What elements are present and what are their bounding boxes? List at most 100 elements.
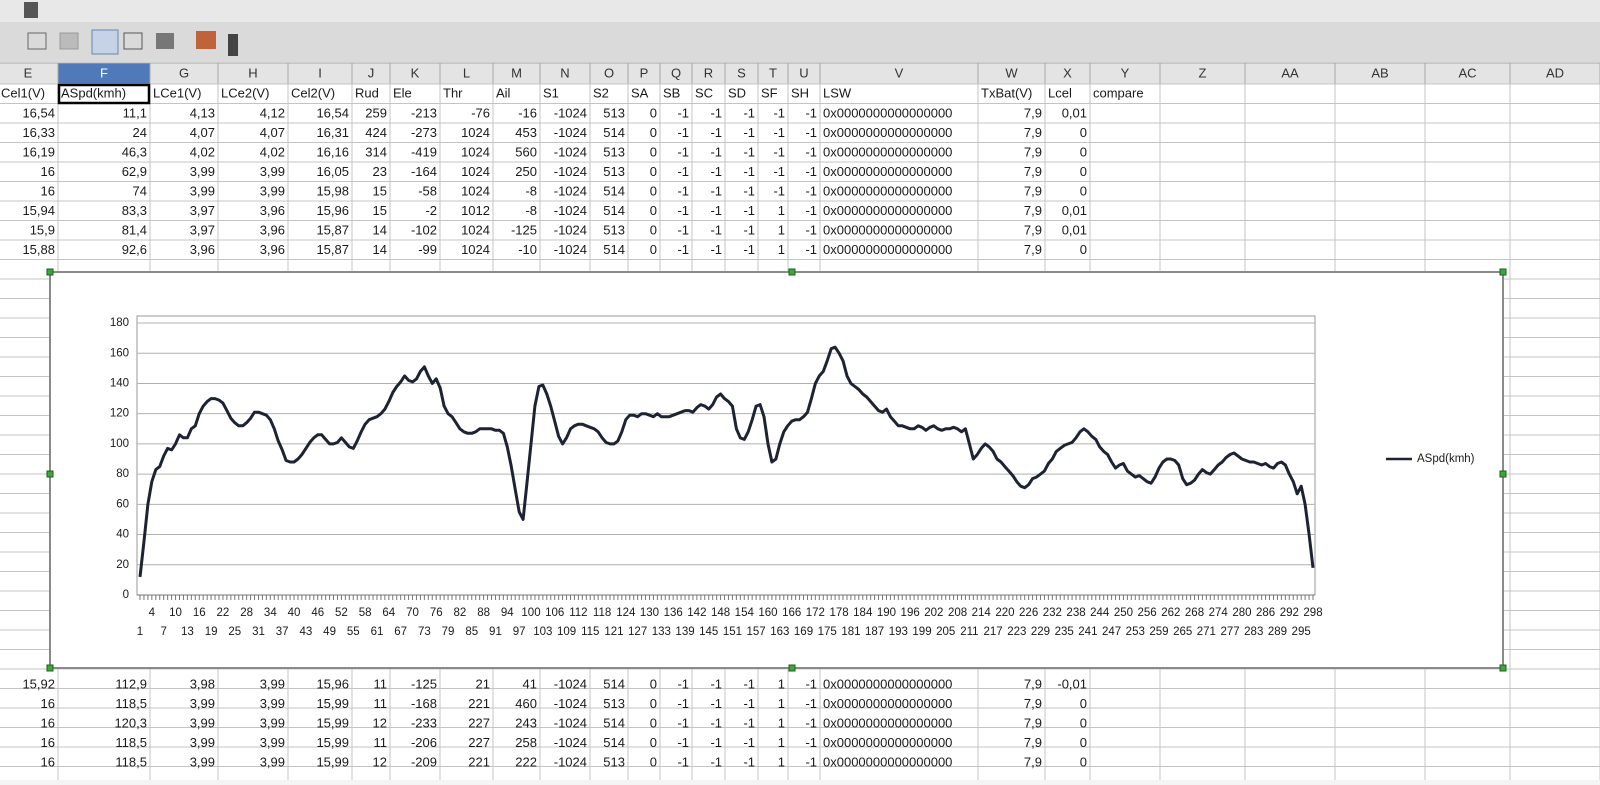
cell[interactable]: 16 <box>41 164 55 179</box>
cell[interactable]: -16 <box>518 105 537 120</box>
cell[interactable]: 0 <box>650 144 657 159</box>
cell[interactable]: -168 <box>411 696 437 711</box>
cell[interactable]: 259 <box>365 105 387 120</box>
cell[interactable]: -1 <box>805 696 817 711</box>
cell[interactable]: 513 <box>603 222 625 237</box>
resize-handle[interactable] <box>788 664 796 672</box>
cell[interactable]: 0x0000000000000000 <box>823 696 952 711</box>
cell[interactable]: 1 <box>778 696 785 711</box>
cell[interactable]: 83,3 <box>122 203 147 218</box>
cell[interactable]: 514 <box>603 242 625 257</box>
cell[interactable]: 0 <box>1080 715 1087 730</box>
cell[interactable]: 3,96 <box>260 242 285 257</box>
cell[interactable]: -1024 <box>554 183 587 198</box>
cell[interactable]: 3,99 <box>260 735 285 750</box>
cell[interactable]: 16 <box>41 183 55 198</box>
cell[interactable]: -1 <box>710 144 722 159</box>
cell[interactable]: -1 <box>805 676 817 691</box>
cell[interactable]: -102 <box>411 222 437 237</box>
cell[interactable]: 4,07 <box>260 125 285 140</box>
cell[interactable]: 513 <box>603 105 625 120</box>
cell[interactable]: 513 <box>603 754 625 769</box>
cell[interactable]: 16 <box>41 735 55 750</box>
cell[interactable]: 1 <box>778 754 785 769</box>
cell[interactable]: -1024 <box>554 242 587 257</box>
cell[interactable]: 0 <box>650 164 657 179</box>
cell[interactable]: 92,6 <box>122 242 147 257</box>
cell[interactable]: -1 <box>677 125 689 140</box>
cell[interactable]: 3,99 <box>190 164 215 179</box>
cell[interactable]: 7,9 <box>1024 222 1042 237</box>
cell[interactable]: -1 <box>743 754 755 769</box>
cell[interactable]: -1 <box>805 125 817 140</box>
cell[interactable]: 453 <box>515 125 537 140</box>
cell[interactable]: 15,99 <box>316 754 349 769</box>
cell[interactable]: -209 <box>411 754 437 769</box>
cell[interactable]: 7,9 <box>1024 144 1042 159</box>
cell[interactable]: 15,87 <box>316 222 349 237</box>
cell[interactable]: 0x0000000000000000 <box>823 754 952 769</box>
cell[interactable]: -1 <box>743 242 755 257</box>
cell[interactable]: 3,96 <box>190 242 215 257</box>
cell[interactable]: 3,98 <box>190 676 215 691</box>
cell[interactable]: -1 <box>743 715 755 730</box>
cell[interactable]: 250 <box>515 164 537 179</box>
cell[interactable]: 1012 <box>461 203 490 218</box>
cell[interactable]: 0 <box>650 754 657 769</box>
cell[interactable]: 16,16 <box>316 144 349 159</box>
cell[interactable]: 0 <box>1080 696 1087 711</box>
cell[interactable]: -1024 <box>554 144 587 159</box>
cell[interactable]: 0x0000000000000000 <box>823 242 952 257</box>
cell[interactable]: -1024 <box>554 676 587 691</box>
cell[interactable]: -1 <box>773 183 785 198</box>
cell[interactable]: 23 <box>373 164 387 179</box>
cell[interactable]: 0 <box>1080 164 1087 179</box>
cell[interactable]: 118,5 <box>115 754 147 769</box>
cell[interactable]: 0 <box>1080 125 1087 140</box>
cell[interactable]: 12 <box>373 715 387 730</box>
cell[interactable]: -1024 <box>554 203 587 218</box>
cell[interactable]: -1 <box>743 144 755 159</box>
cell[interactable]: 221 <box>468 696 490 711</box>
cell[interactable]: 21 <box>476 676 490 691</box>
cell[interactable]: -1 <box>710 696 722 711</box>
cell[interactable]: 7,9 <box>1024 754 1042 769</box>
cell[interactable]: -1 <box>677 242 689 257</box>
cell[interactable]: -1 <box>710 715 722 730</box>
cell[interactable]: -419 <box>411 144 437 159</box>
cell[interactable]: 0x0000000000000000 <box>823 105 952 120</box>
cell[interactable]: -1 <box>743 183 755 198</box>
cell[interactable]: -1 <box>743 203 755 218</box>
cell[interactable]: 4,02 <box>190 144 215 159</box>
cell[interactable]: 7,9 <box>1024 164 1042 179</box>
cell[interactable]: -58 <box>418 183 437 198</box>
cell[interactable]: 7,9 <box>1024 696 1042 711</box>
cell[interactable]: 0 <box>1080 242 1087 257</box>
cell[interactable]: -1024 <box>554 696 587 711</box>
cell[interactable]: 3,99 <box>190 183 215 198</box>
cell[interactable]: -1 <box>710 242 722 257</box>
cell[interactable]: -1024 <box>554 735 587 750</box>
cell[interactable]: 74 <box>133 183 147 198</box>
cell[interactable]: 1 <box>778 222 785 237</box>
cell[interactable]: -0,01 <box>1057 676 1087 691</box>
cell[interactable]: -1 <box>710 125 722 140</box>
cell[interactable]: -1 <box>773 105 785 120</box>
cell[interactable]: 0 <box>650 222 657 237</box>
cell[interactable]: 7,9 <box>1024 203 1042 218</box>
cell[interactable]: 222 <box>515 754 537 769</box>
cell[interactable]: 112,9 <box>115 676 147 691</box>
cell[interactable]: 1 <box>778 735 785 750</box>
cell[interactable]: 15,98 <box>316 183 349 198</box>
toolbar-icon[interactable] <box>123 32 143 50</box>
cell[interactable]: -1 <box>677 105 689 120</box>
cell[interactable]: 3,96 <box>260 203 285 218</box>
cell[interactable]: -99 <box>418 242 437 257</box>
cell[interactable]: -8 <box>525 203 537 218</box>
toolbar-icon[interactable] <box>228 34 238 56</box>
cell[interactable]: -1 <box>805 222 817 237</box>
cell[interactable]: 0x0000000000000000 <box>823 125 952 140</box>
cell[interactable]: 3,99 <box>260 183 285 198</box>
cell[interactable]: -233 <box>411 715 437 730</box>
cell[interactable]: 514 <box>603 125 625 140</box>
